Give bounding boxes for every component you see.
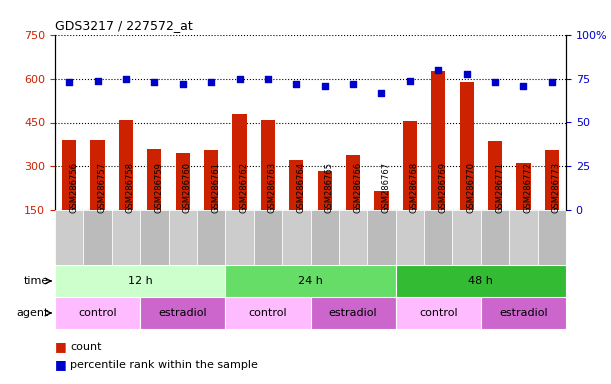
Bar — [225, 265, 396, 297]
Text: ■: ■ — [55, 341, 71, 354]
Text: GSM286758: GSM286758 — [126, 162, 135, 213]
Bar — [112, 210, 140, 265]
Text: ■: ■ — [55, 359, 71, 371]
Bar — [459, 82, 474, 210]
Bar — [396, 265, 566, 297]
Bar — [175, 153, 190, 210]
Bar — [339, 210, 367, 265]
Text: GSM286761: GSM286761 — [211, 162, 220, 213]
Point — [462, 70, 472, 76]
Text: GSM286766: GSM286766 — [353, 162, 362, 213]
Bar — [318, 170, 332, 210]
Point — [235, 76, 244, 82]
Text: control: control — [249, 308, 287, 318]
Text: GSM286763: GSM286763 — [268, 162, 277, 213]
Point — [405, 78, 415, 84]
Bar — [225, 297, 310, 329]
Bar — [55, 210, 83, 265]
Bar — [545, 150, 559, 210]
Text: GSM286765: GSM286765 — [324, 162, 334, 213]
Bar — [140, 210, 169, 265]
Text: 24 h: 24 h — [298, 276, 323, 286]
Text: GSM286767: GSM286767 — [381, 162, 390, 213]
Bar — [289, 161, 304, 210]
Bar — [119, 119, 133, 210]
Text: GSM286769: GSM286769 — [438, 162, 447, 213]
Bar — [396, 210, 424, 265]
Bar — [310, 297, 396, 329]
Bar — [310, 210, 339, 265]
Bar — [55, 297, 140, 329]
Text: GSM286764: GSM286764 — [296, 162, 306, 213]
Point — [320, 83, 329, 89]
Bar — [346, 155, 360, 210]
Point — [93, 78, 103, 84]
Bar — [62, 140, 76, 210]
Point — [490, 79, 500, 85]
Bar — [147, 149, 161, 210]
Text: estradiol: estradiol — [329, 308, 378, 318]
Text: GSM286768: GSM286768 — [410, 162, 419, 213]
Bar — [452, 210, 481, 265]
Text: count: count — [70, 342, 102, 352]
Text: GSM286760: GSM286760 — [183, 162, 192, 213]
Text: percentile rank within the sample: percentile rank within the sample — [70, 360, 258, 370]
Point — [178, 81, 188, 87]
Bar — [282, 210, 310, 265]
Text: time: time — [24, 276, 49, 286]
Bar — [83, 210, 112, 265]
Point — [150, 79, 159, 85]
Bar — [424, 210, 452, 265]
Text: GSM286770: GSM286770 — [467, 162, 475, 213]
Bar — [55, 265, 225, 297]
Text: estradiol: estradiol — [499, 308, 547, 318]
Bar — [509, 210, 538, 265]
Point — [291, 81, 301, 87]
Point — [376, 90, 386, 96]
Text: GSM286762: GSM286762 — [240, 162, 249, 213]
Bar — [375, 191, 389, 210]
Bar — [481, 210, 509, 265]
Text: agent: agent — [16, 308, 49, 318]
Bar — [140, 297, 225, 329]
Bar — [488, 141, 502, 210]
Point — [348, 81, 358, 87]
Point — [263, 76, 273, 82]
Bar — [254, 210, 282, 265]
Text: 48 h: 48 h — [469, 276, 493, 286]
Bar — [538, 210, 566, 265]
Bar — [225, 210, 254, 265]
Bar — [90, 140, 104, 210]
Text: control: control — [419, 308, 458, 318]
Bar — [481, 297, 566, 329]
Bar — [431, 71, 445, 210]
Point — [547, 79, 557, 85]
Text: GDS3217 / 227572_at: GDS3217 / 227572_at — [55, 20, 192, 32]
Text: GSM286759: GSM286759 — [155, 162, 163, 213]
Text: GSM286757: GSM286757 — [98, 162, 106, 213]
Bar — [261, 119, 275, 210]
Text: GSM286756: GSM286756 — [69, 162, 78, 213]
Point — [207, 79, 216, 85]
Point — [433, 67, 443, 73]
Text: 12 h: 12 h — [128, 276, 153, 286]
Bar — [169, 210, 197, 265]
Text: control: control — [78, 308, 117, 318]
Text: GSM286772: GSM286772 — [524, 162, 532, 213]
Text: estradiol: estradiol — [158, 308, 207, 318]
Bar — [232, 114, 247, 210]
Point — [64, 79, 74, 85]
Bar — [516, 163, 530, 210]
Bar — [367, 210, 396, 265]
Bar — [403, 121, 417, 210]
Bar — [396, 297, 481, 329]
Point — [121, 76, 131, 82]
Bar — [197, 210, 225, 265]
Text: GSM286773: GSM286773 — [552, 162, 561, 213]
Bar — [204, 150, 218, 210]
Point — [519, 83, 529, 89]
Text: GSM286771: GSM286771 — [495, 162, 504, 213]
